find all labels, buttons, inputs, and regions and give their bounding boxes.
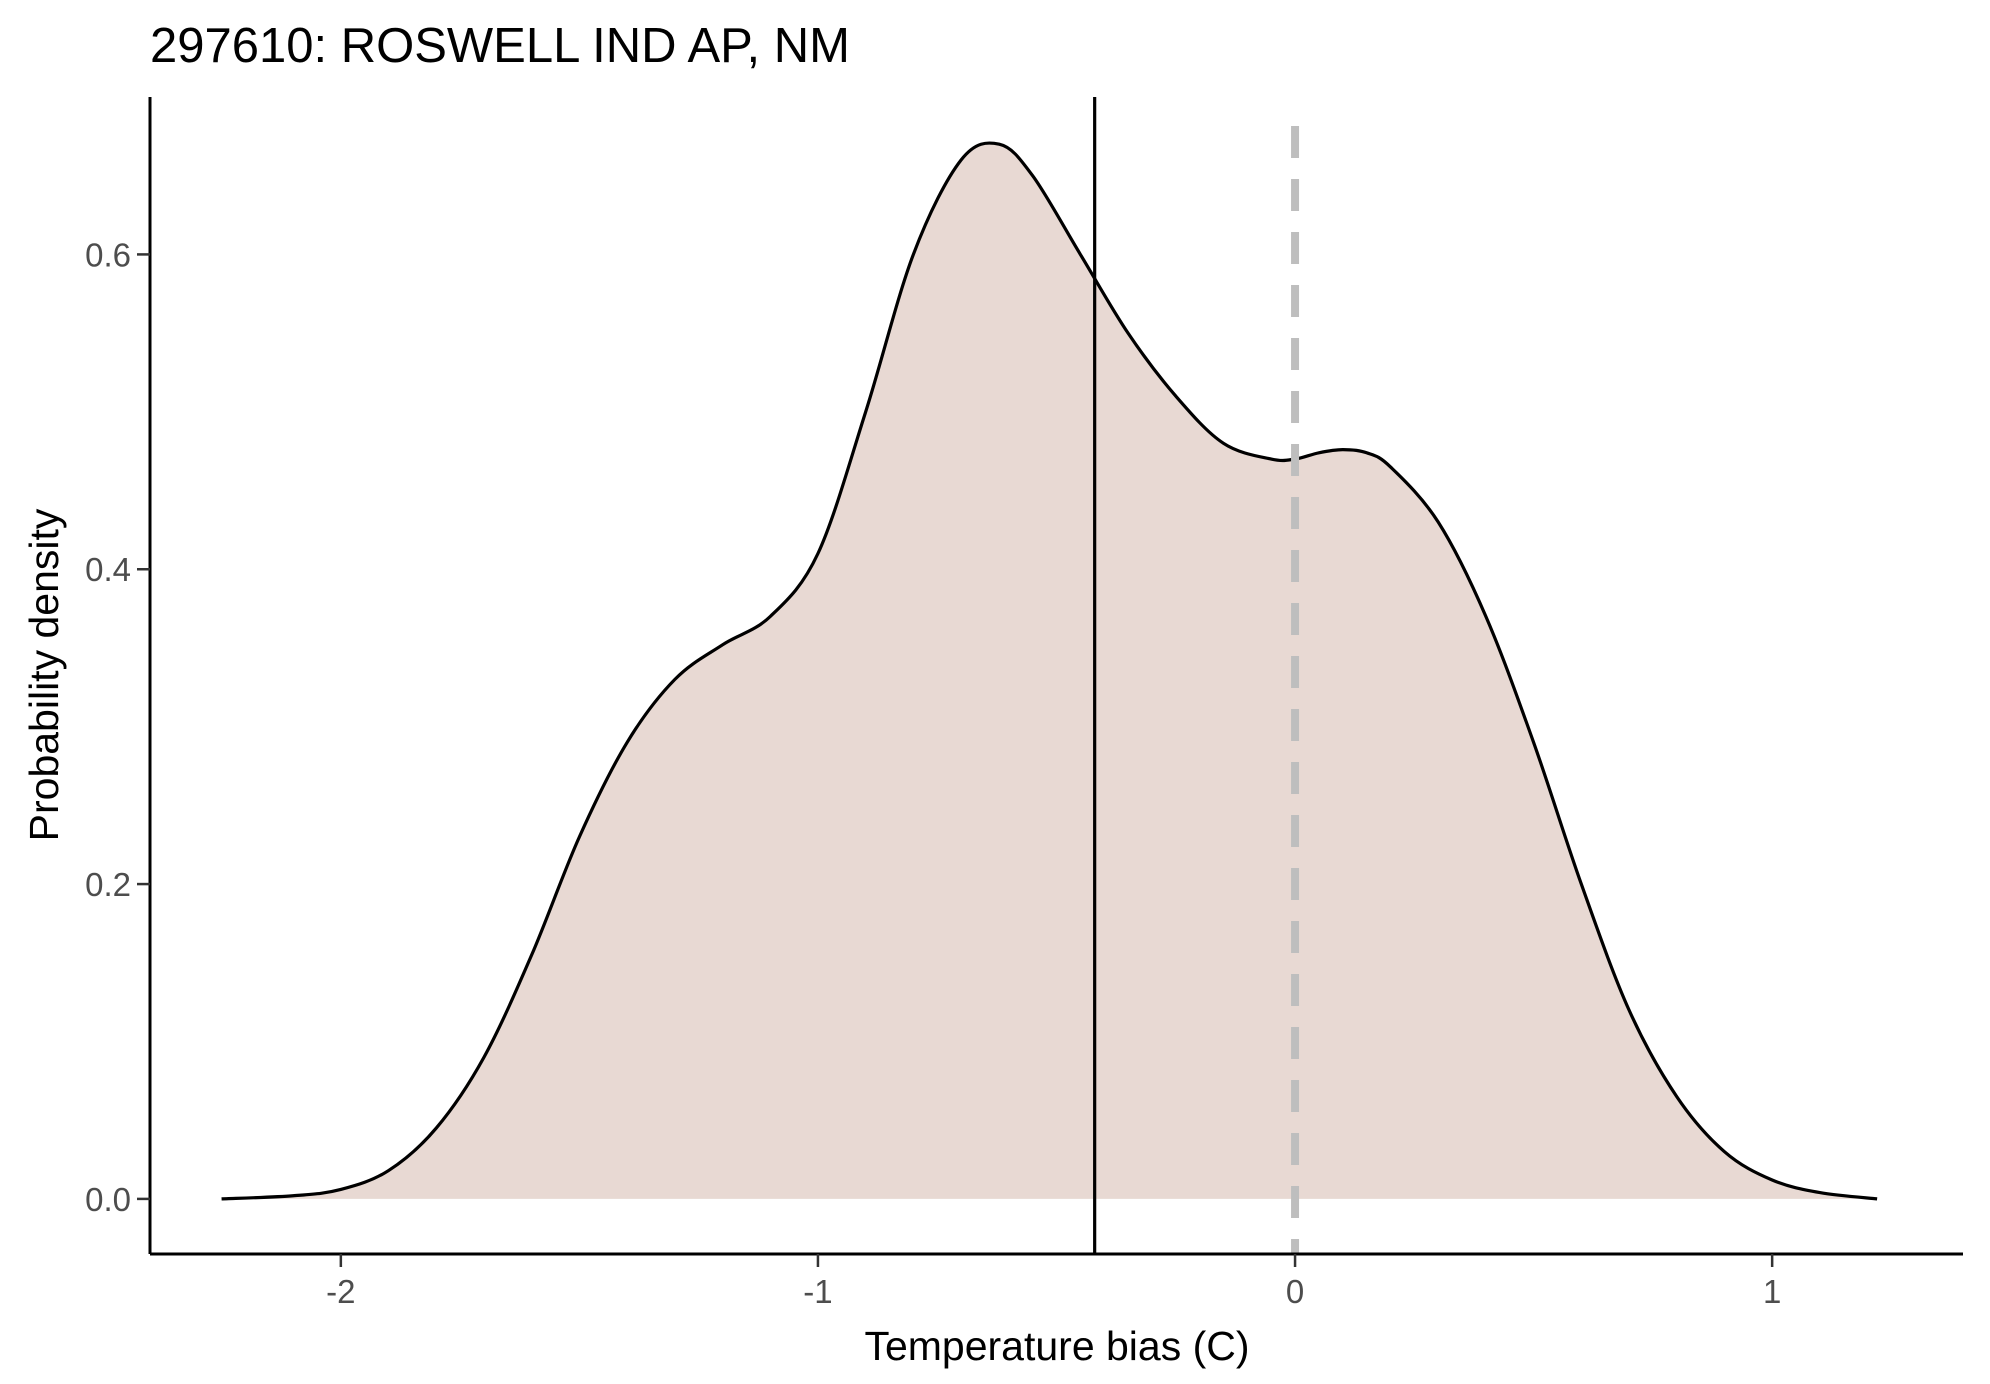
y-tick-label: 0.4: [85, 551, 131, 588]
y-axis-title: Probability density: [21, 508, 67, 841]
chart-title: 297610: ROSWELL IND AP, NM: [150, 19, 850, 73]
density-area: [221, 142, 1878, 1199]
x-axis-ticks: -2 -1 0 1: [326, 1254, 1781, 1310]
y-tick-label: 0.6: [85, 236, 131, 273]
y-axis-ticks: 0.0 0.2 0.4 0.6: [85, 236, 150, 1218]
x-tick-label: 0: [1286, 1273, 1304, 1310]
x-axis-title: Temperature bias (C): [864, 1323, 1249, 1369]
y-tick-label: 0.2: [85, 866, 131, 903]
density-curve: [221, 141, 1878, 1201]
x-tick-label: -2: [326, 1273, 355, 1310]
y-tick-label: 0.0: [85, 1181, 131, 1218]
x-tick-label: 1: [1763, 1273, 1781, 1310]
plot-area: [221, 97, 1878, 1254]
x-tick-label: -1: [803, 1273, 832, 1310]
